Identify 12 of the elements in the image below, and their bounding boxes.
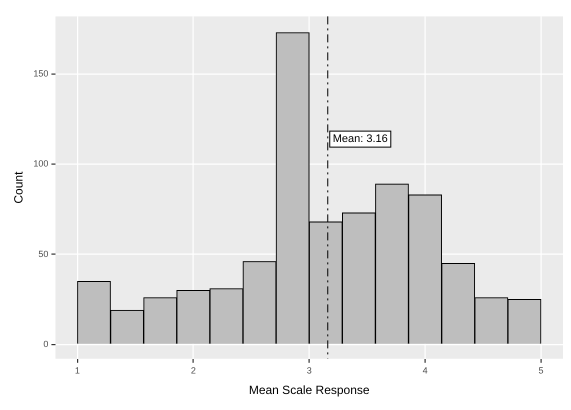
x-tick-label: 5 bbox=[538, 366, 544, 376]
ref-line-label: Mean: 3.16 bbox=[332, 133, 388, 146]
y-tick-label: 0 bbox=[43, 338, 48, 349]
y-axis-title: Count bbox=[12, 170, 26, 204]
x-tick-label: 2 bbox=[190, 366, 196, 376]
x-tick-label: 3 bbox=[306, 366, 312, 376]
x-axis-title: Mean Scale Response bbox=[248, 383, 370, 398]
y-tick-label: 150 bbox=[33, 68, 48, 79]
y-tick-label: 50 bbox=[38, 248, 48, 259]
x-tick-label: 4 bbox=[422, 366, 428, 376]
x-tick-label: 1 bbox=[74, 366, 80, 376]
y-tick-label: 100 bbox=[33, 158, 48, 169]
